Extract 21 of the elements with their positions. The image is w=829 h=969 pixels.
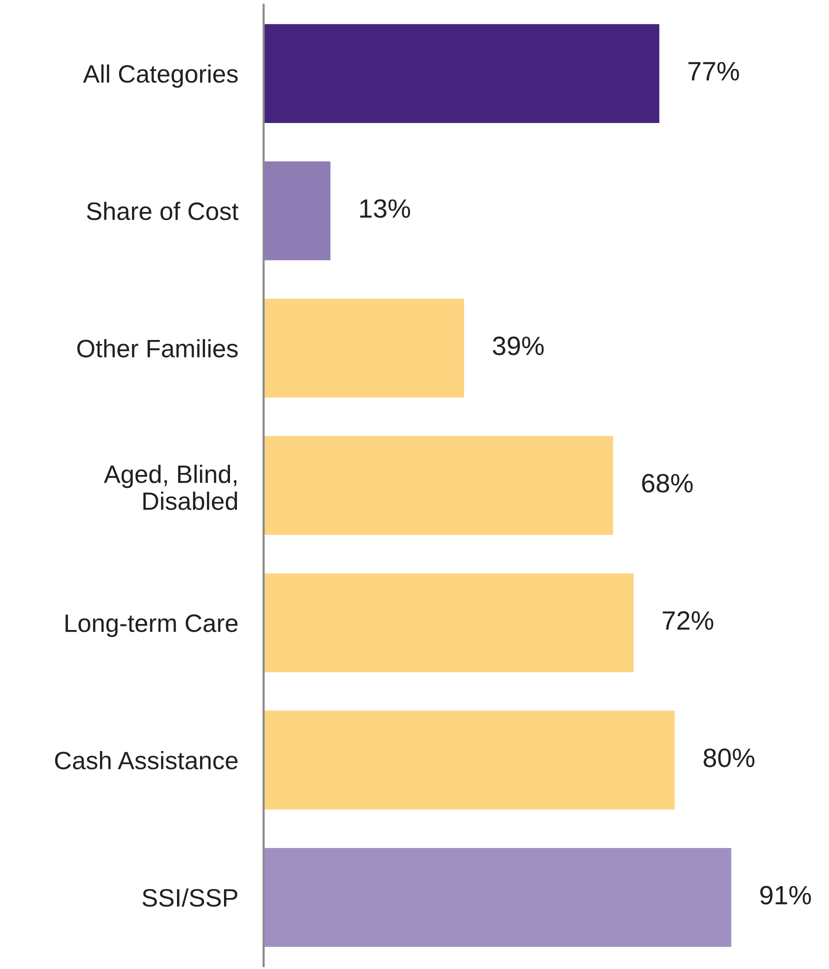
data-label: 91%: [760, 886, 811, 905]
data-label: 39%: [492, 336, 544, 356]
y-tick-label: Other Families: [77, 339, 238, 358]
bar: [264, 573, 634, 672]
data-label: 68%: [642, 474, 693, 493]
bar: [264, 24, 660, 123]
bar: [264, 710, 675, 810]
y-tick-label: All Categories: [83, 64, 238, 88]
y-tick-label: SSI/SSP: [142, 888, 238, 907]
y-tick-label: Cash Assistance: [55, 751, 238, 770]
y-tick-label: Long-term Care: [66, 614, 238, 638]
bar: [264, 298, 464, 398]
y-tick-label: Aged, Blind, Disabled: [104, 464, 238, 510]
bar: [264, 848, 732, 947]
y-tick-label: Share of Cost: [86, 202, 238, 220]
data-label: 80%: [704, 748, 754, 768]
data-label: 77%: [688, 62, 739, 80]
data-label: 72%: [662, 611, 714, 630]
bar: [264, 436, 614, 535]
bar: [264, 161, 330, 260]
data-label: 13%: [360, 199, 410, 218]
